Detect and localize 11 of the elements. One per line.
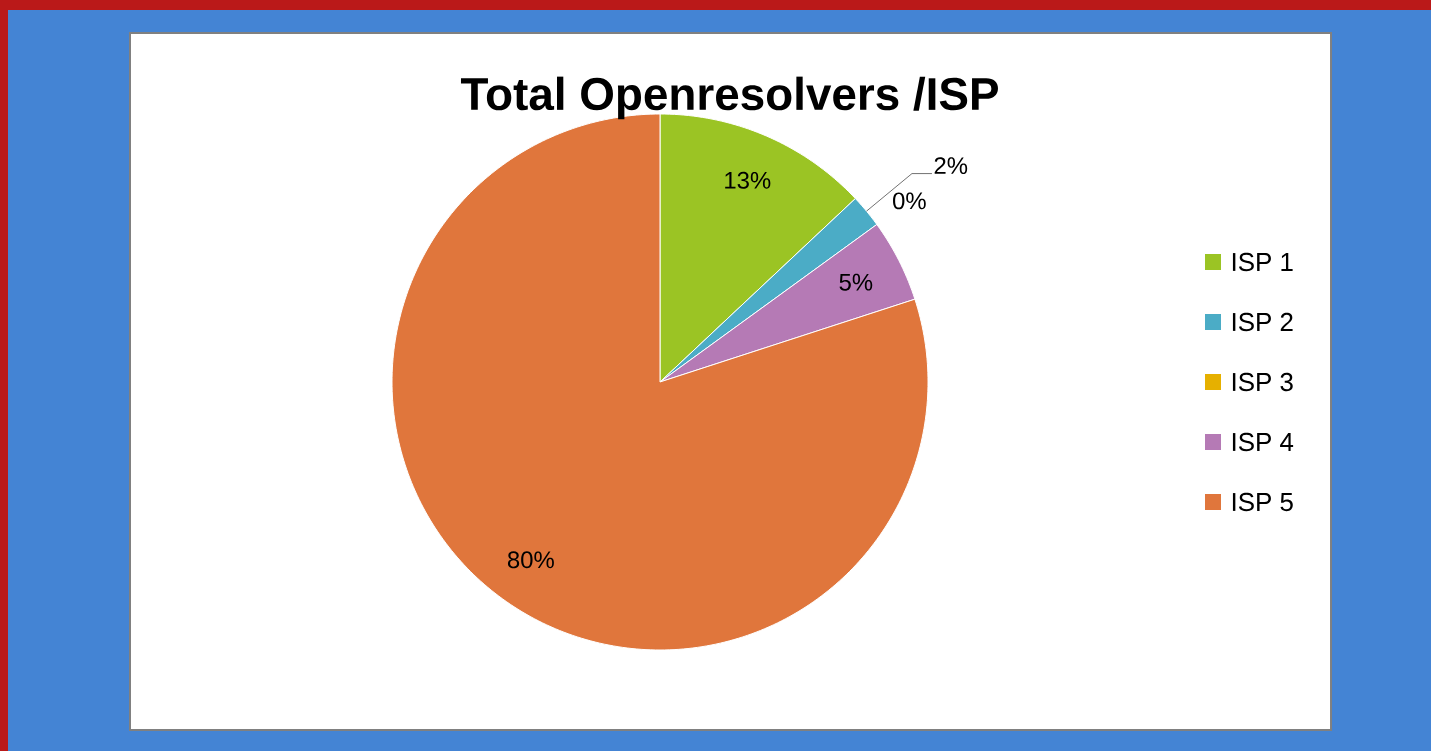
data-label: 80%: [507, 551, 554, 569]
text: 0%: [893, 192, 926, 210]
data-label: 5%: [839, 273, 873, 291]
legend-label: ISP 3: [1232, 372, 1293, 392]
data-label: 2%: [934, 157, 968, 174]
legend-label: ISP 2: [1232, 312, 1293, 332]
legend-label: ISP 1: [1232, 252, 1293, 272]
legend-label: ISP 4: [1232, 432, 1294, 452]
chart-title: Total Openresolvers /ISP: [460, 76, 998, 120]
legend-label: ISP 5: [1232, 492, 1293, 512]
data-label: 13%: [725, 171, 771, 189]
